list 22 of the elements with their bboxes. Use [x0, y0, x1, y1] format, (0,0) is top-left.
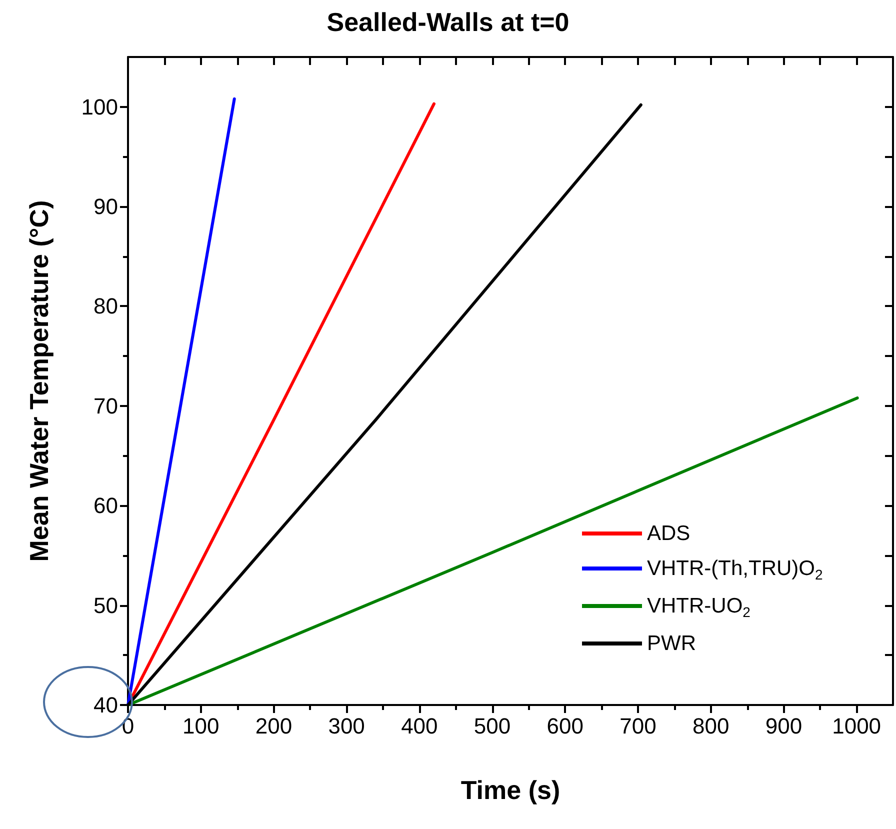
x-tick-label: 400	[401, 714, 438, 738]
x-tick-label: 300	[328, 714, 365, 738]
y-tick-label: 80	[94, 294, 118, 319]
y-tick-label: 70	[94, 393, 118, 418]
y-tick-label: 90	[94, 194, 118, 220]
chart-title: Sealled-Walls at t=0	[326, 7, 570, 37]
x-tick-label: 800	[692, 714, 730, 738]
x-tick-label: 900	[765, 714, 802, 738]
y-tick-label: 40	[94, 692, 118, 718]
y-axis-title: Mean Water Temperature (°C)	[24, 200, 54, 562]
x-axis-title: Time (s)	[460, 775, 560, 805]
x-tick-label: 700	[620, 714, 656, 738]
x-tick-label: 500	[474, 714, 511, 738]
x-tick-label: 600	[546, 714, 584, 738]
legend-label: ADS	[647, 522, 690, 545]
x-tick-label: 100	[182, 714, 220, 738]
y-tick-label: 100	[81, 94, 118, 120]
y-tick-label: 50	[94, 592, 118, 618]
legend-label: PWR	[647, 632, 696, 655]
y-tick-label: 60	[94, 493, 118, 518]
x-tick-label: 1000	[832, 714, 882, 738]
x-tick-label: 200	[255, 714, 292, 738]
